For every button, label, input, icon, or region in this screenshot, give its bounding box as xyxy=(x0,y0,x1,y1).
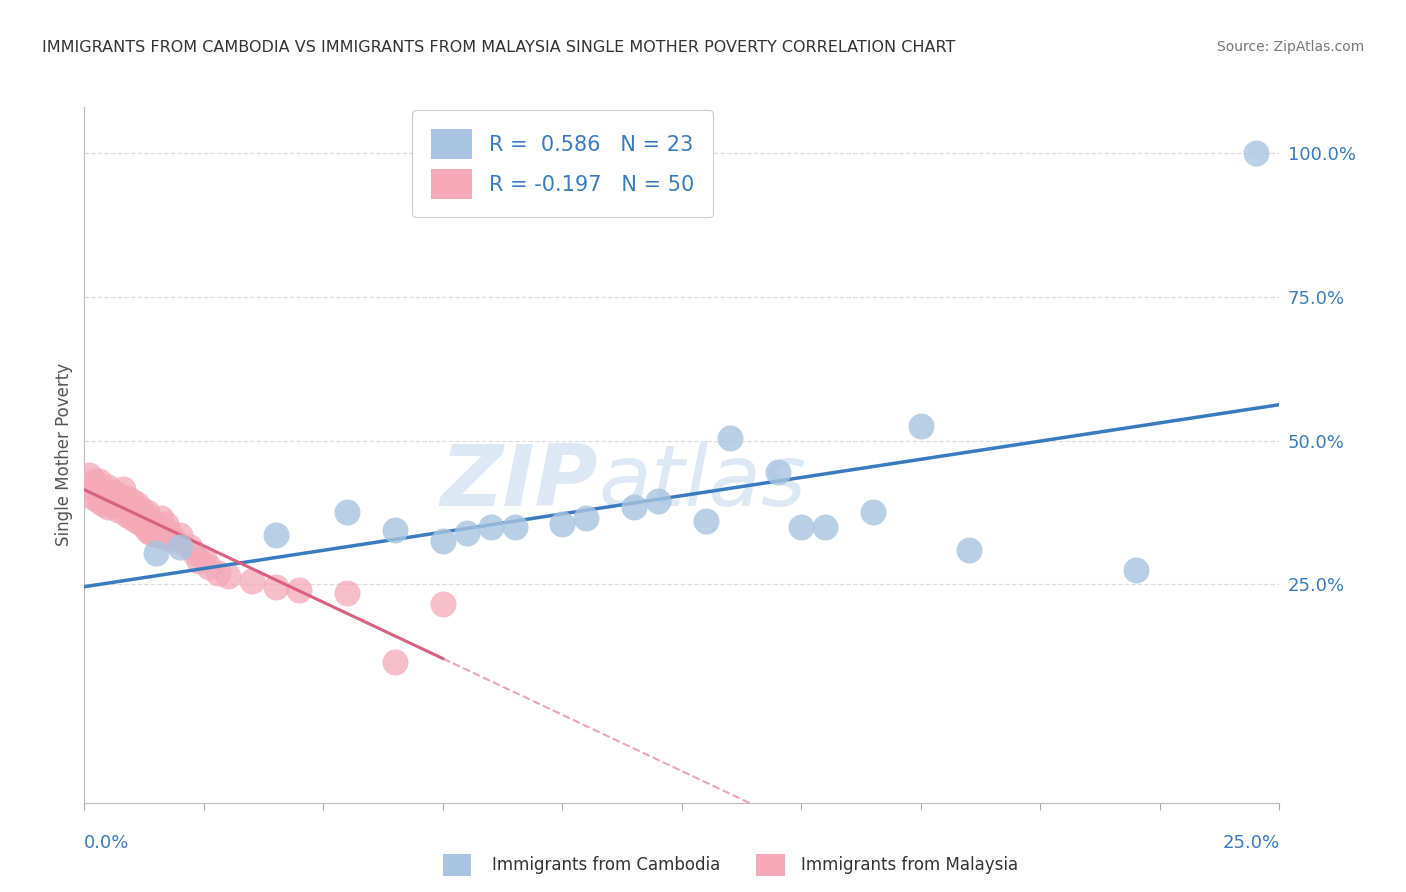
Legend: R =  0.586   N = 23, R = -0.197   N = 50: R = 0.586 N = 23, R = -0.197 N = 50 xyxy=(412,111,713,218)
Point xyxy=(456,525,478,540)
Point xyxy=(384,523,406,537)
Point xyxy=(169,528,191,542)
Point xyxy=(107,488,129,502)
Text: atlas: atlas xyxy=(599,442,806,524)
Point xyxy=(117,508,139,523)
Point xyxy=(93,485,115,500)
Point xyxy=(155,516,177,531)
Point xyxy=(240,574,263,589)
Point xyxy=(87,494,110,508)
Point xyxy=(790,520,813,534)
Point xyxy=(77,479,100,493)
Point xyxy=(107,502,129,516)
Point xyxy=(207,566,229,580)
Point xyxy=(149,511,172,525)
Point xyxy=(814,520,837,534)
Point xyxy=(862,505,884,519)
Point xyxy=(695,514,717,528)
Point xyxy=(87,474,110,488)
Point xyxy=(145,528,167,542)
Point xyxy=(93,497,115,511)
Point xyxy=(503,520,526,534)
Point xyxy=(87,483,110,497)
Point xyxy=(169,540,191,554)
Point xyxy=(647,494,669,508)
Point xyxy=(193,551,215,566)
Point xyxy=(117,491,139,505)
Point xyxy=(384,655,406,669)
Point xyxy=(957,542,980,557)
Point xyxy=(264,528,287,542)
Point xyxy=(135,523,157,537)
Point xyxy=(217,568,239,582)
Text: Source: ZipAtlas.com: Source: ZipAtlas.com xyxy=(1216,40,1364,54)
Point xyxy=(183,546,205,560)
Point xyxy=(111,483,134,497)
Point xyxy=(125,497,148,511)
Point xyxy=(97,479,120,493)
Point xyxy=(432,598,454,612)
Point xyxy=(197,560,219,574)
Point xyxy=(101,497,124,511)
Point xyxy=(479,520,502,534)
Point xyxy=(149,523,172,537)
Point xyxy=(264,580,287,594)
Text: 0.0%: 0.0% xyxy=(84,834,129,852)
Text: Immigrants from Malaysia: Immigrants from Malaysia xyxy=(801,856,1018,874)
Point xyxy=(131,502,153,516)
Point xyxy=(1244,146,1267,161)
Point xyxy=(135,505,157,519)
Point xyxy=(288,582,311,597)
Point xyxy=(125,514,148,528)
Point xyxy=(551,516,574,531)
Point xyxy=(575,511,598,525)
Point xyxy=(121,511,143,525)
Point xyxy=(131,516,153,531)
Point xyxy=(179,540,201,554)
Point xyxy=(432,534,454,549)
Point xyxy=(766,465,789,479)
Point xyxy=(718,431,741,445)
Point xyxy=(121,494,143,508)
Point xyxy=(141,514,163,528)
Point xyxy=(141,525,163,540)
Point xyxy=(188,554,211,568)
Text: 25.0%: 25.0% xyxy=(1222,834,1279,852)
Point xyxy=(101,485,124,500)
Text: IMMIGRANTS FROM CAMBODIA VS IMMIGRANTS FROM MALAYSIA SINGLE MOTHER POVERTY CORRE: IMMIGRANTS FROM CAMBODIA VS IMMIGRANTS F… xyxy=(42,40,956,55)
Point xyxy=(623,500,645,514)
Point xyxy=(97,500,120,514)
Text: ZIP: ZIP xyxy=(440,442,599,524)
Point xyxy=(165,534,187,549)
Point xyxy=(83,491,105,505)
Point xyxy=(336,505,359,519)
Text: Immigrants from Cambodia: Immigrants from Cambodia xyxy=(492,856,720,874)
Point xyxy=(159,525,181,540)
Y-axis label: Single Mother Poverty: Single Mother Poverty xyxy=(55,363,73,547)
Point xyxy=(77,468,100,483)
Point xyxy=(145,546,167,560)
Point xyxy=(336,586,359,600)
Point xyxy=(83,474,105,488)
Point xyxy=(910,419,932,434)
Point xyxy=(1125,563,1147,577)
Point xyxy=(155,531,177,545)
Point xyxy=(111,494,134,508)
